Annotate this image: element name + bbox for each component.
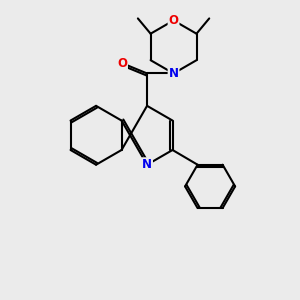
Text: N: N bbox=[169, 67, 178, 80]
Text: O: O bbox=[117, 57, 127, 70]
Text: N: N bbox=[142, 158, 152, 171]
Text: O: O bbox=[169, 14, 178, 27]
